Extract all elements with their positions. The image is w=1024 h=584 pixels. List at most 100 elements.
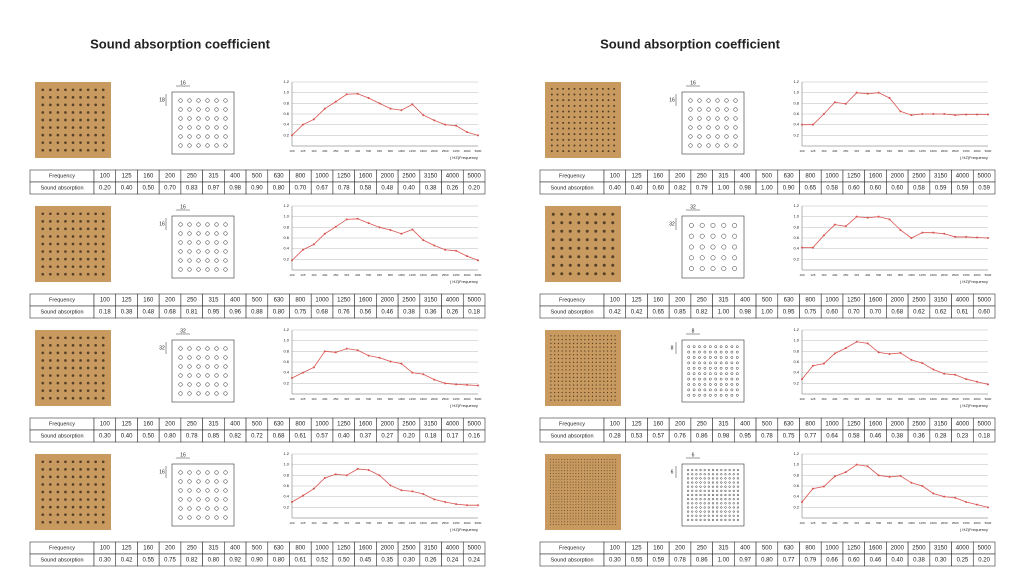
hole <box>555 467 557 469</box>
hole <box>595 346 597 348</box>
pattern-hole <box>714 361 718 365</box>
pattern-hole <box>223 391 228 396</box>
point <box>899 110 902 113</box>
frequency-cell: 3150 <box>424 174 438 180</box>
hole <box>56 141 60 145</box>
hole <box>557 391 560 394</box>
hole <box>41 235 45 238</box>
hole <box>550 346 552 348</box>
pattern-hole <box>187 488 192 493</box>
hole <box>595 354 597 356</box>
frequency-cell: 500 <box>762 422 773 428</box>
hole <box>101 148 105 152</box>
hole <box>584 369 586 371</box>
hole <box>589 495 591 497</box>
hole <box>594 221 598 225</box>
absorption-cell: 0.92 <box>229 558 241 564</box>
point <box>932 368 935 371</box>
pattern-hole <box>735 356 739 359</box>
hole <box>64 336 67 340</box>
pattern-hole <box>187 497 192 502</box>
hole <box>64 133 67 137</box>
pattern-hole <box>710 222 716 228</box>
hole <box>612 512 614 514</box>
frequency-cell: 2000 <box>891 298 905 304</box>
hole <box>101 235 105 238</box>
hole <box>566 515 568 517</box>
absorption-cell: 0.98 <box>229 186 241 192</box>
hole <box>583 475 585 477</box>
hole <box>589 473 591 475</box>
hole <box>94 520 97 524</box>
hole <box>575 478 577 480</box>
absorption-cell: 0.67 <box>316 186 328 192</box>
frequency-cell: 315 <box>208 546 219 552</box>
pattern-hole <box>703 498 706 501</box>
hole <box>600 501 602 503</box>
hole <box>606 524 608 526</box>
hole <box>569 498 571 500</box>
frequency-cell: 1250 <box>847 298 861 304</box>
x-tick-label: 1600 <box>420 521 427 525</box>
hole <box>572 365 575 367</box>
absorption-cell: 0.58 <box>360 186 372 192</box>
pattern-hole <box>691 489 694 492</box>
x-tick-label: 5000 <box>985 273 992 277</box>
hole <box>602 255 606 259</box>
pattern-hole <box>196 116 201 121</box>
hole <box>603 376 605 379</box>
hole <box>550 133 553 136</box>
hole <box>591 395 594 398</box>
hole <box>572 495 574 497</box>
hole <box>606 521 608 523</box>
hole <box>557 399 560 401</box>
point <box>389 360 392 363</box>
hole <box>86 242 90 246</box>
pattern-hole <box>716 485 719 488</box>
hole <box>554 365 556 367</box>
x-tick-label: 1600 <box>930 397 937 401</box>
y-tick-label: 1.2 <box>283 203 289 208</box>
y-tick-label: 1.2 <box>283 79 289 84</box>
dim-label: 32 <box>690 204 696 210</box>
hole <box>549 478 551 480</box>
hole <box>579 150 582 153</box>
hole <box>600 487 602 489</box>
pattern-hole <box>695 493 698 497</box>
hole <box>576 342 578 345</box>
hole <box>601 93 604 96</box>
hole <box>614 346 616 348</box>
pattern-hole <box>724 116 729 121</box>
pattern-hole <box>214 258 219 263</box>
hole <box>615 509 617 511</box>
hole <box>555 512 557 514</box>
x-tick-label: 800 <box>388 149 393 153</box>
hole <box>589 518 591 520</box>
hole <box>615 464 617 466</box>
pattern-hole <box>697 107 702 112</box>
point <box>455 249 458 252</box>
frequency-cell: 200 <box>165 298 176 304</box>
point <box>400 109 403 112</box>
texture <box>545 206 621 282</box>
hole <box>600 507 602 509</box>
hole <box>578 521 580 523</box>
hole <box>86 227 90 231</box>
hole <box>592 512 594 514</box>
pattern-hole <box>703 393 707 397</box>
absorption-cell: 0.78 <box>338 186 350 192</box>
hole <box>86 141 90 145</box>
point <box>965 235 968 238</box>
absorption-cell: 0.40 <box>631 186 643 192</box>
frequency-cell: 3150 <box>424 546 438 552</box>
hole <box>41 96 45 99</box>
hole <box>49 96 52 99</box>
hole <box>71 242 75 246</box>
hole <box>551 221 555 225</box>
hole <box>558 490 560 492</box>
hole <box>606 354 609 356</box>
x-tick-label: 4000 <box>974 397 981 401</box>
hole <box>79 126 82 129</box>
hole <box>567 121 570 124</box>
hole <box>573 104 576 107</box>
